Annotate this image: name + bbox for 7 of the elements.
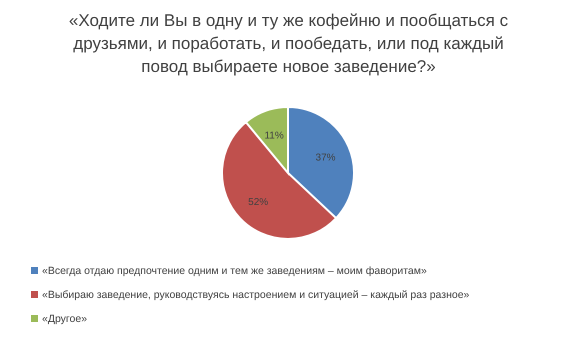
chart-title: «Ходите ли Вы в одну и ту же кофейню и пообщаться с друзьями, и поработать, и пообедать, или под каждый повод выбираете новое заведение?» [68, 11, 509, 76]
legend-label: «Выбираю заведение, руководствуясь настроением и ситуацией – каждый раз разное» [42, 289, 470, 301]
data-label: 37% [316, 152, 336, 164]
data-label: 52% [248, 197, 268, 208]
legend-label: «Другое» [42, 313, 88, 325]
data-label: 11% [264, 130, 284, 142]
legend-label: «Всегда отдаю предпочтение одним и тем же заведениям – моим фаворитам» [42, 265, 427, 277]
